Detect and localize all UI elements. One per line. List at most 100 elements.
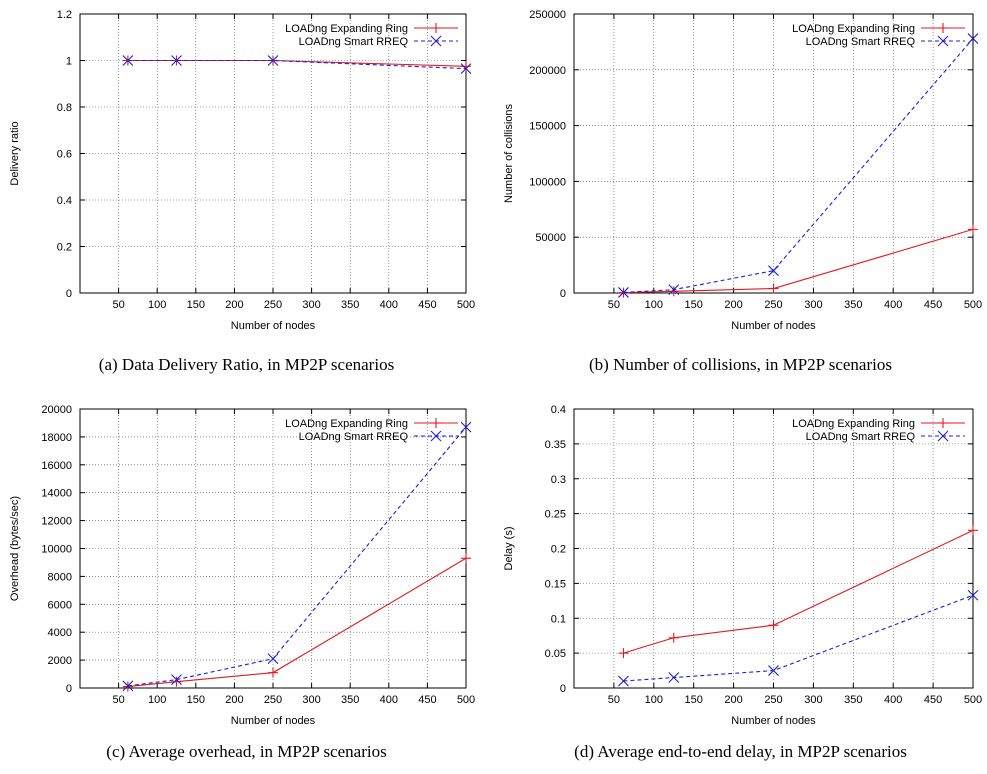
x-tick-label: 500 <box>457 299 475 311</box>
x-tick-label: 100 <box>645 299 663 311</box>
x-axis-label: Number of nodes <box>731 715 816 727</box>
x-tick-label: 250 <box>764 299 782 311</box>
y-tick-label: 0 <box>66 288 72 300</box>
legend-marker <box>430 35 442 47</box>
data-point-smart-rreq <box>618 287 629 298</box>
x-tick-label: 300 <box>804 299 822 311</box>
x-tick-label: 450 <box>924 694 942 706</box>
legend-label: LOADng Expanding Ring <box>792 23 915 35</box>
data-point-expanding-ring <box>268 667 278 678</box>
legend-label: LOADng Expanding Ring <box>285 418 408 430</box>
x-tick-label: 350 <box>844 299 862 311</box>
series-line-smart-rreq <box>127 426 467 687</box>
data-point-smart-rreq <box>668 672 680 683</box>
data-point-expanding-ring <box>768 283 779 294</box>
y-axis-label: Overhead (bytes/sec) <box>9 496 21 601</box>
data-point-smart-rreq <box>171 55 182 66</box>
x-tick-label: 50 <box>112 299 124 311</box>
data-point-expanding-ring <box>968 525 978 536</box>
legend-label: LOADng Expanding Ring <box>792 418 915 430</box>
data-point-expanding-ring <box>968 224 978 235</box>
y-tick-label: 1.2 <box>57 9 72 21</box>
x-axis-label: Number of nodes <box>231 320 316 332</box>
x-tick-label: 250 <box>264 694 282 706</box>
legend-label: LOADng Smart RREQ <box>299 431 409 443</box>
x-tick-label: 300 <box>804 694 822 706</box>
x-tick-label: 400 <box>884 299 902 311</box>
series-line-expanding-ring <box>127 557 467 688</box>
data-point-smart-rreq <box>967 589 979 601</box>
x-tick-label: 400 <box>884 694 902 706</box>
y-axis-label: Number of collisions <box>503 103 515 203</box>
x-tick-label: 300 <box>302 694 320 706</box>
y-tick-label: 250000 <box>529 9 566 21</box>
chart-panel-a: 50 100 150 200 250 300 350 400 450 500 0 0.2 0.4 0.6 0… <box>0 0 493 387</box>
chart-svg-d: 50 100 150 200 250 300 350 400 450 500 0 0.05 0.1 0.1… <box>503 404 982 727</box>
legend-label: LOADng Smart RREQ <box>806 36 916 48</box>
y-tick-label: 12000 <box>41 516 72 528</box>
chart-svg-b: 50 100 150 200 250 300 350 400 450 500 0 50000 10000… <box>503 9 982 332</box>
data-point-expanding-ring <box>668 632 679 643</box>
y-tick-label: 16000 <box>41 460 72 472</box>
data-point-smart-rreq <box>668 284 680 296</box>
legend-marker <box>430 430 442 442</box>
data-point-expanding-ring <box>171 676 182 687</box>
y-tick-label: 0.4 <box>57 195 72 207</box>
x-tick-label: 150 <box>685 694 703 706</box>
y-tick-label: 150000 <box>529 121 566 133</box>
series-line-smart-rreq <box>127 59 467 70</box>
x-tick-label: 200 <box>225 299 243 311</box>
y-tick-label: 50000 <box>535 232 566 244</box>
y-tick-label: 0.35 <box>545 439 566 451</box>
data-point-smart-rreq <box>267 55 279 66</box>
y-tick-label: 10000 <box>41 544 72 556</box>
legend-marker <box>938 23 948 33</box>
chart-panel-d: 50 100 150 200 250 300 350 400 450 500 0 0.05 0.1 0.1… <box>494 387 987 774</box>
x-tick-label: 450 <box>418 299 436 311</box>
x-tick-label: 100 <box>148 694 166 706</box>
x-tick-label: 450 <box>924 299 942 311</box>
legend-label: LOADng Smart RREQ <box>299 36 409 48</box>
legend-marker <box>431 23 441 33</box>
y-tick-label: 18000 <box>41 432 72 444</box>
y-tick-label: 20000 <box>41 404 72 416</box>
legend-label: LOADng Expanding Ring <box>285 23 408 35</box>
y-tick-label: 200000 <box>529 65 566 77</box>
x-tick-label: 200 <box>225 694 243 706</box>
series-line-smart-rreq <box>623 38 974 293</box>
y-tick-label: 0 <box>560 683 566 695</box>
x-tick-label: 200 <box>724 694 742 706</box>
y-tick-label: 0.25 <box>545 509 566 521</box>
x-tick-label: 350 <box>341 694 359 706</box>
y-tick-label: 100000 <box>529 176 566 188</box>
x-tick-label: 400 <box>380 694 398 706</box>
x-tick-label: 300 <box>302 299 320 311</box>
x-tick-label: 250 <box>764 694 782 706</box>
x-axis-label: Number of nodes <box>231 715 316 727</box>
data-point-smart-rreq <box>267 653 279 665</box>
chart-panel-c: 50 100 150 200 250 300 350 400 450 500 0 2000 4000 60… <box>0 387 493 774</box>
x-tick-label: 200 <box>724 299 742 311</box>
y-tick-label: 0.4 <box>551 404 566 416</box>
x-tick-label: 500 <box>964 299 982 311</box>
y-tick-label: 6000 <box>48 599 72 611</box>
data-point-smart-rreq <box>768 665 779 676</box>
x-tick-label: 50 <box>608 299 620 311</box>
chart-caption-d: (d) Average end-to-end delay, in MP2P sc… <box>574 742 907 761</box>
y-tick-label: 0.1 <box>551 613 566 625</box>
y-axis-label: Delay (s) <box>503 526 515 570</box>
y-tick-label: 0 <box>560 288 566 300</box>
x-tick-label: 350 <box>341 299 359 311</box>
y-tick-label: 2000 <box>48 655 72 667</box>
x-tick-label: 500 <box>457 694 475 706</box>
data-point-expanding-ring <box>461 61 471 72</box>
chart-caption-b: (b) Number of collisions, in MP2P scenar… <box>589 355 892 374</box>
data-point-smart-rreq <box>967 33 979 44</box>
chart-caption-a: (a) Data Delivery Ratio, in MP2P scenari… <box>98 355 395 374</box>
y-tick-label: 0.6 <box>57 149 72 161</box>
data-point-smart-rreq <box>122 680 134 692</box>
x-tick-label: 450 <box>418 694 436 706</box>
series-line-expanding-ring <box>623 228 974 294</box>
chart-svg-c: 50 100 150 200 250 300 350 400 450 500 0 2000 4000 60… <box>9 404 475 727</box>
y-tick-label: 4000 <box>48 627 72 639</box>
